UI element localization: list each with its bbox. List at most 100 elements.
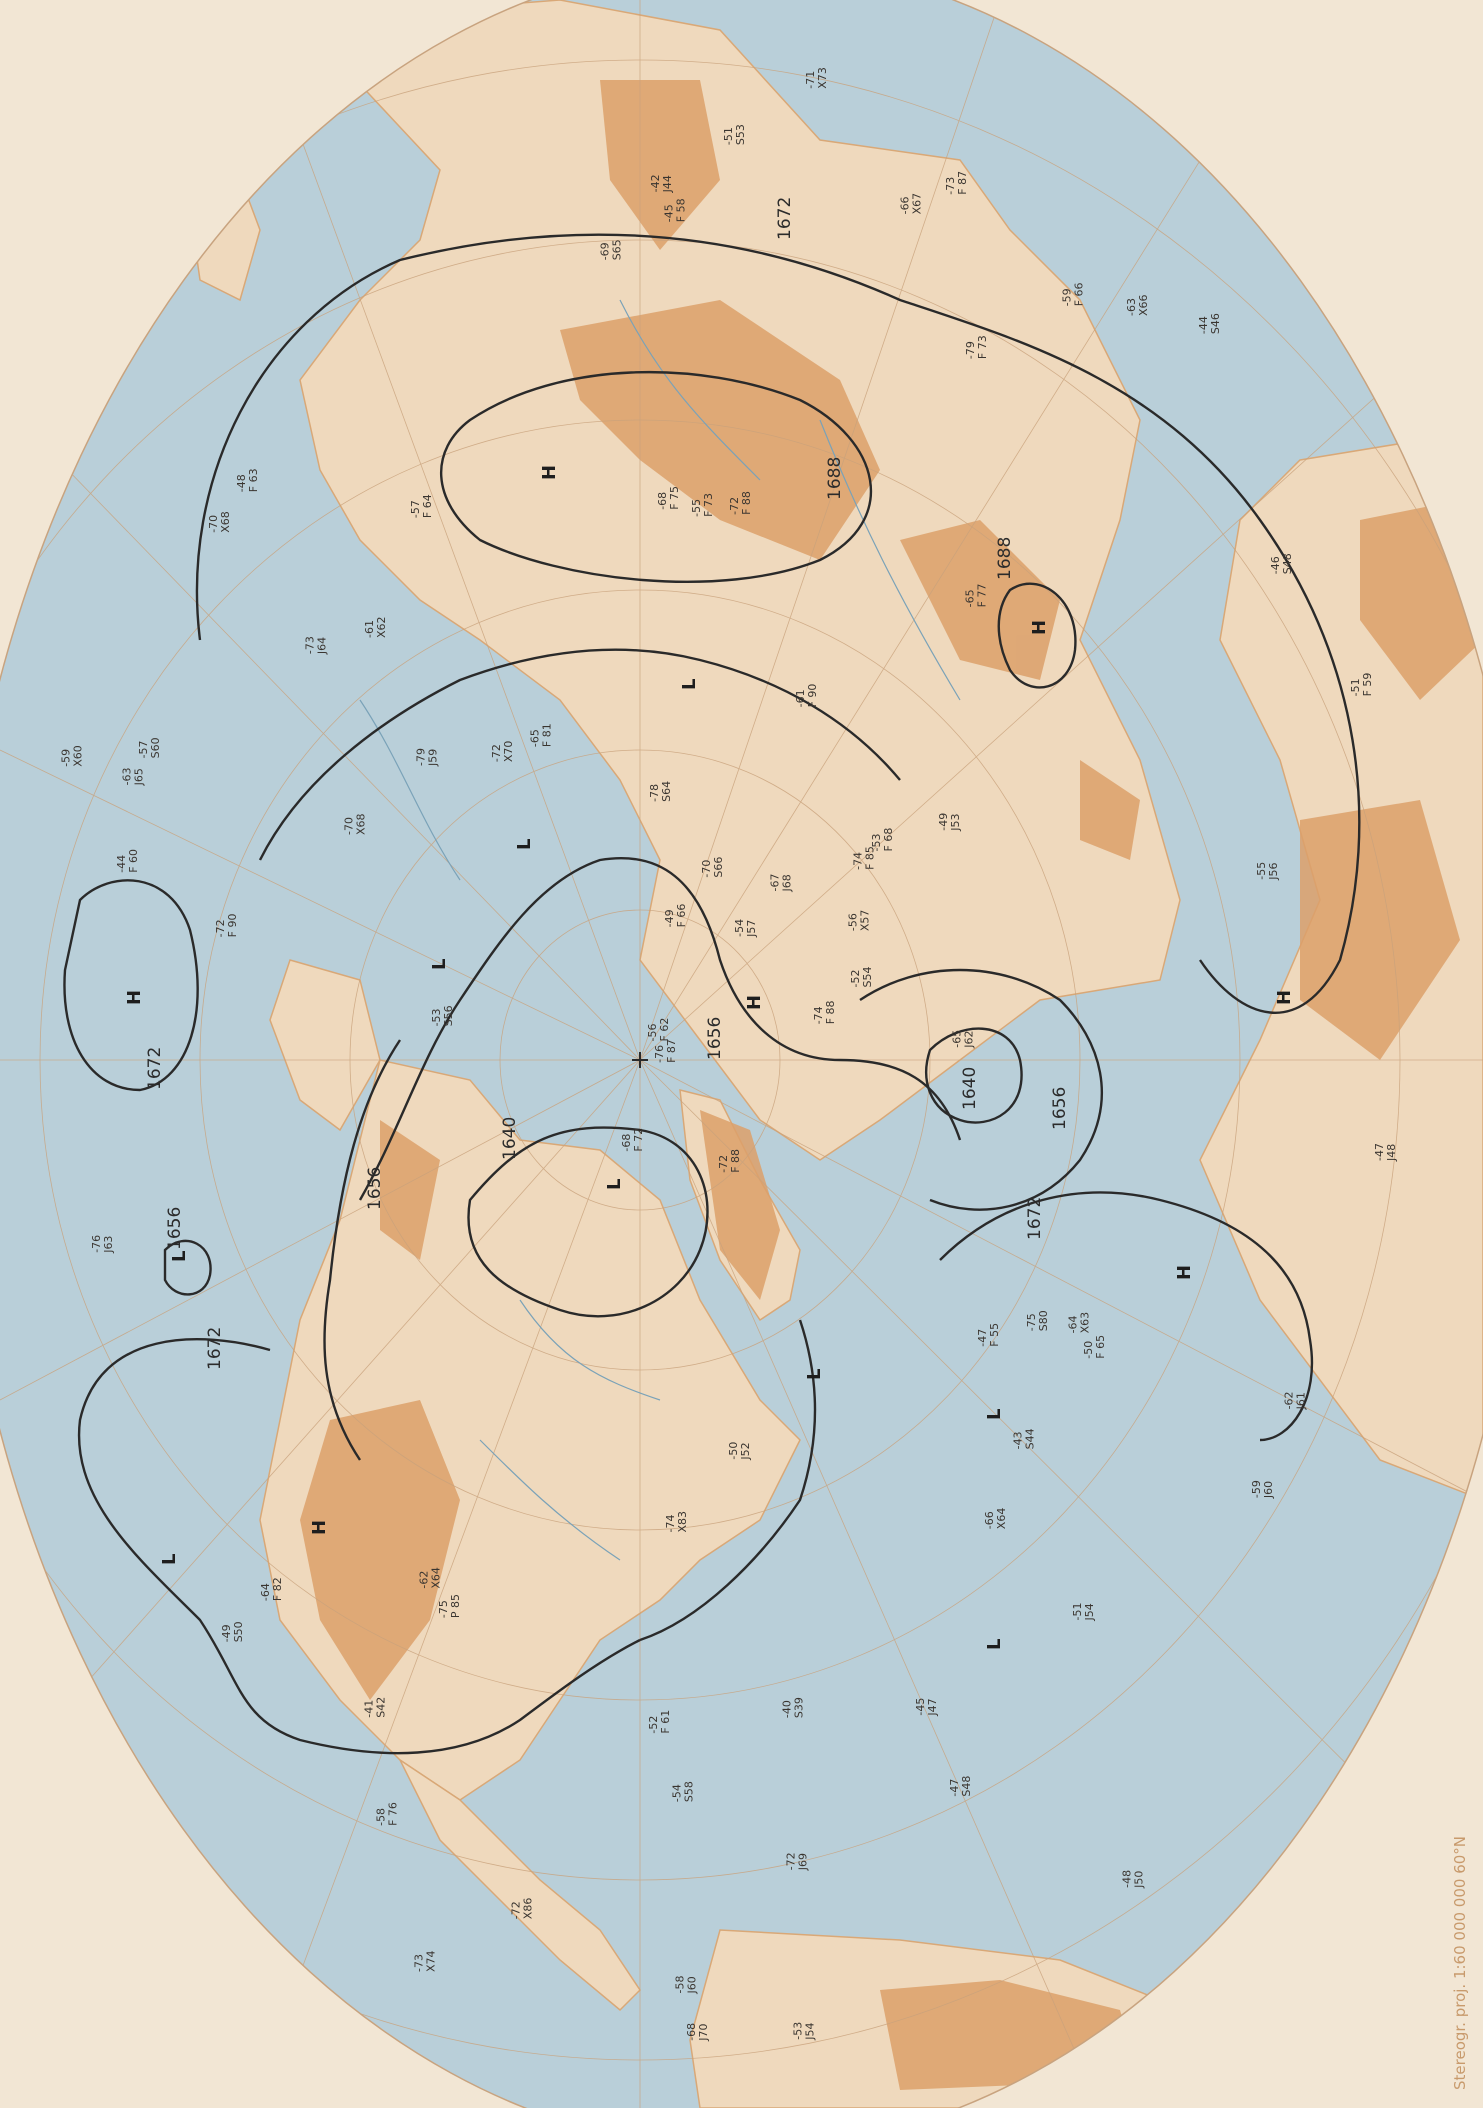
contour-label: 1672 xyxy=(145,1047,165,1090)
station-value: -59 xyxy=(1061,288,1074,306)
station-observation: -51 S53 xyxy=(722,124,747,145)
contour-label: 1672 xyxy=(775,197,795,240)
station-value: -69 xyxy=(599,242,612,260)
isobar-1672-north xyxy=(195,233,1361,1014)
station-value: -74 xyxy=(812,1006,825,1024)
high-pressure-center: H xyxy=(1029,620,1050,635)
station-value: -76 xyxy=(90,1235,103,1253)
low-pressure-center: L xyxy=(984,1409,1005,1420)
station-value: -65 xyxy=(964,589,977,607)
station-value: -52 xyxy=(647,1716,660,1734)
station-value: -75 xyxy=(1025,1313,1038,1331)
contour-label: 1656 xyxy=(165,1207,185,1250)
station-code: X63 xyxy=(1078,1312,1091,1334)
station-observation: -43 S44 xyxy=(1012,1428,1037,1449)
station-code: J65 xyxy=(132,768,145,786)
rivers xyxy=(359,299,961,1561)
station-code: J50 xyxy=(1133,1871,1146,1889)
high-pressure-center: H xyxy=(1174,1265,1195,1280)
station-value: -72 xyxy=(728,497,741,515)
station-value: -70 xyxy=(207,515,220,533)
station-observation: -59 F 66 xyxy=(1061,282,1086,306)
station-value: -63 xyxy=(120,767,133,785)
station-observation: -68 F 72 xyxy=(620,1128,645,1152)
station-observation: -64 F 82 xyxy=(259,1577,284,1601)
isobar-1656-low xyxy=(163,1239,212,1296)
station-value: -74 xyxy=(664,1515,677,1533)
station-value: -43 xyxy=(1012,1431,1025,1449)
station-code: X64 xyxy=(430,1567,443,1589)
contour-labels: 1688 1688 1672 1672 1672 1672 1656 1656 … xyxy=(145,197,1070,1370)
station-observation: -65 F 81 xyxy=(528,723,553,747)
station-observation: -41 S42 xyxy=(363,1697,388,1718)
station-code: F 58 xyxy=(675,198,688,222)
isobar-1672-pacific xyxy=(63,879,199,1092)
station-code: J68 xyxy=(780,874,793,892)
station-value: -47 xyxy=(976,1329,989,1347)
station-observation: -40 S39 xyxy=(781,1697,806,1718)
station-value: -47 xyxy=(1373,1143,1386,1161)
station-value: -71 xyxy=(804,71,817,89)
station-code: F 55 xyxy=(988,1323,1001,1347)
station-code: F 62 xyxy=(658,1018,671,1042)
station-observation: -51 F 59 xyxy=(1349,673,1374,697)
station-code: F 66 xyxy=(675,904,688,928)
station-value: -58 xyxy=(673,1976,686,1994)
station-code: J48 xyxy=(1385,1144,1398,1162)
station-value: -42 xyxy=(649,174,662,192)
station-value: -51 xyxy=(1071,1603,1084,1621)
station-value: -53 xyxy=(791,2022,804,2040)
station-observation: -49 S50 xyxy=(220,1621,245,1642)
station-observation: -63 J65 xyxy=(120,767,145,786)
contour-label: 1688 xyxy=(825,457,845,500)
contour-label: 1656 xyxy=(705,1017,725,1060)
station-code: F 90 xyxy=(806,684,819,708)
station-observation: -53 S56 xyxy=(430,1005,455,1026)
station-value: -50 xyxy=(1082,1341,1095,1359)
station-value: -59 xyxy=(60,749,73,767)
station-value: -62 xyxy=(1283,1391,1296,1409)
station-observation: -79 J59 xyxy=(414,748,439,767)
station-value: -72 xyxy=(490,744,503,762)
isobar-1656-west xyxy=(323,1039,401,1461)
station-value: -49 xyxy=(937,813,950,831)
station-value: -58 xyxy=(375,1808,388,1826)
isobar-1656-mid xyxy=(358,856,962,1201)
station-code: X66 xyxy=(1137,294,1150,316)
station-observation: -62 X64 xyxy=(418,1567,443,1589)
station-code: J54 xyxy=(803,2022,816,2040)
station-code: F 68 xyxy=(882,828,895,852)
station-value: -72 xyxy=(784,1852,797,1870)
station-value: -51 xyxy=(1349,678,1362,696)
station-code: X64 xyxy=(995,1508,1008,1530)
station-code: J53 xyxy=(949,813,962,831)
station-value: -78 xyxy=(648,784,661,802)
station-value: -62 xyxy=(418,1571,431,1589)
isobar-1672-west xyxy=(77,1338,641,1755)
station-observation: -50 J52 xyxy=(727,1442,752,1461)
isobars xyxy=(63,233,1361,1755)
station-code: S50 xyxy=(232,1621,245,1642)
isobar-1688-h xyxy=(997,582,1077,689)
station-value: -64 xyxy=(259,1583,272,1601)
station-observation: -65 J62 xyxy=(950,1030,975,1049)
station-observation: -53 F 68 xyxy=(870,828,895,852)
contour-label: 1640 xyxy=(500,1117,520,1160)
station-code: S80 xyxy=(1037,1310,1050,1331)
station-value: -79 xyxy=(964,341,977,359)
station-observation: -61 F 90 xyxy=(794,684,819,708)
station-value: -54 xyxy=(671,1784,684,1802)
station-code: S65 xyxy=(611,239,624,260)
station-code: S66 xyxy=(712,857,725,878)
station-code: F 59 xyxy=(1361,673,1374,697)
station-value: -61 xyxy=(363,620,376,638)
station-observation: -49 F 66 xyxy=(663,904,688,928)
station-observation: -52 F 61 xyxy=(647,1710,672,1734)
station-code: F 90 xyxy=(226,913,239,937)
station-value: -53 xyxy=(870,834,883,852)
station-observation: -76 F 87 xyxy=(653,1039,678,1063)
station-observation: -72 F 88 xyxy=(717,1149,742,1173)
station-code: F 72 xyxy=(632,1128,645,1152)
station-code: J52 xyxy=(739,1442,752,1460)
